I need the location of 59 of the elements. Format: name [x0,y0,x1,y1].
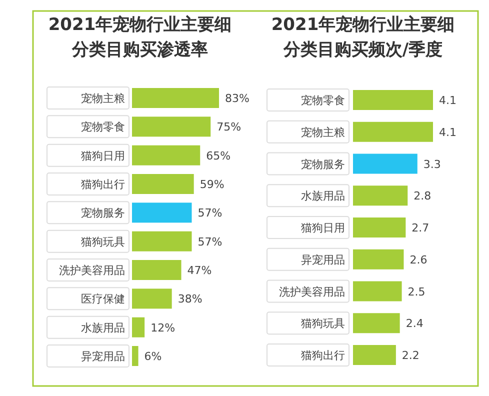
y-tick-label: 宠物服务 [81,206,125,220]
data-label: 12% [150,321,176,334]
y-tick-label: 洗护美容用品 [59,264,125,277]
bar [132,116,211,137]
bar [353,90,433,110]
bar [353,218,406,238]
bar [353,186,408,206]
bar [353,249,404,270]
y-tick-label: 水族用品 [301,190,345,203]
bar [353,281,402,302]
bar [132,145,200,166]
bar [132,317,145,338]
data-label: 38% [178,292,202,306]
chart-title: 2021年宠物行业主要细分类目购买频次/季度 [271,15,455,60]
y-tick-label: 猫狗出行 [81,178,125,191]
bar [353,154,418,174]
data-label: 75% [216,120,242,134]
y-tick-label: 猫狗日用 [301,222,345,234]
y-tick-label: 猫狗玩具 [81,235,125,248]
data-label: 2.4 [406,317,424,330]
y-tick-label: 洗护美容用品 [279,285,345,298]
bar [132,260,182,280]
bar [132,88,219,108]
data-label: 83% [225,92,250,105]
y-tick-label: 宠物零食 [81,120,125,134]
bar [132,174,194,194]
data-label: 3.3 [423,158,441,171]
data-label: 2.2 [402,349,420,362]
bar [132,288,172,309]
y-tick-label: 异宠用品 [301,253,345,266]
y-tick-label: 水族用品 [81,321,125,334]
data-label: 2.7 [412,222,430,234]
y-tick-label: 宠物零食 [301,94,345,107]
bar [132,202,192,223]
y-tick-label: 猫狗日用 [81,149,125,162]
data-label: 65% [206,149,231,162]
bar [353,122,433,142]
y-tick-label: 猫狗出行 [301,349,345,362]
y-tick-label: 猫狗玩具 [301,317,345,330]
data-label: 57% [198,235,222,248]
y-tick-label: 宠物服务 [301,158,345,171]
data-label: 2.6 [410,253,428,266]
data-label: 47% [187,264,212,277]
bar [353,345,396,365]
bar [353,313,400,334]
data-label: 2.5 [408,285,426,298]
data-label: 6% [144,350,162,363]
y-tick-label: 医疗保健 [81,292,125,306]
data-label: 57% [198,206,222,220]
chart-title: 2021年宠物行业主要细分类目购买渗透率 [48,15,232,60]
bar [132,231,192,252]
data-label: 4.1 [439,126,456,139]
data-label: 59% [200,178,224,191]
data-label: 4.1 [439,94,456,107]
data-label: 2.8 [414,190,432,203]
bar [132,346,138,366]
y-tick-label: 宠物主粮 [301,126,345,139]
y-tick-label: 宠物主粮 [81,92,125,105]
y-tick-label: 异宠用品 [81,350,125,363]
